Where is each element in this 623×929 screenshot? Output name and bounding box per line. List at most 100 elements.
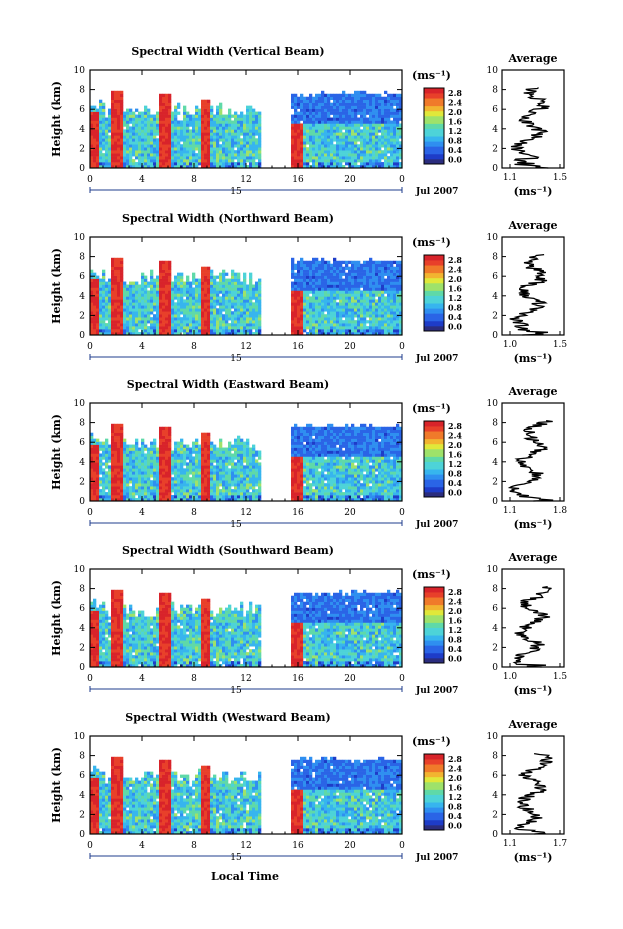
heatmap-cell: [345, 314, 349, 318]
heatmap-cell: [129, 144, 133, 148]
heatmap-cell: [207, 308, 211, 312]
heatmap-cell: [333, 123, 337, 127]
heatmap-cell: [99, 165, 103, 169]
heatmap-cell: [198, 108, 202, 112]
heatmap-cell: [168, 323, 172, 327]
heatmap-cell: [120, 123, 124, 127]
heatmap-cell: [105, 281, 109, 285]
heatmap-cell: [123, 141, 127, 145]
heatmap-cell: [132, 480, 136, 484]
heatmap-cell: [234, 153, 238, 157]
x-tick-label: 16: [292, 342, 304, 352]
heatmap-cell: [213, 156, 217, 160]
heatmap-cell: [330, 293, 334, 297]
heatmap-cell: [186, 275, 190, 279]
heatmap-cell: [99, 150, 103, 154]
heatmap-cell: [201, 272, 205, 276]
heatmap-cell: [345, 102, 349, 106]
heatmap-cell: [201, 311, 205, 315]
heatmap-cell: [111, 492, 115, 496]
heatmap-cell: [315, 329, 319, 333]
heatmap-cell: [165, 123, 169, 127]
heatmap-cell: [117, 269, 121, 273]
heatmap-cell: [99, 284, 103, 288]
heatmap-cell: [354, 296, 358, 300]
heatmap-cell: [93, 474, 97, 478]
colorbar-segment: [424, 320, 444, 324]
heatmap-cell: [192, 114, 196, 118]
heatmap-cell: [294, 129, 298, 133]
heatmap-cell: [207, 126, 211, 130]
heatmap-cell: [366, 132, 370, 136]
heatmap-cell: [369, 114, 373, 118]
heatmap-cell: [333, 150, 337, 154]
heatmap-cell: [171, 284, 175, 288]
heatmap-cell: [396, 299, 400, 303]
heatmap-cell: [255, 156, 259, 160]
heatmap-cell: [141, 138, 145, 142]
heatmap-cell: [177, 138, 181, 142]
heatmap-cell: [114, 450, 118, 454]
heatmap-cell: [99, 302, 103, 306]
heatmap-cell: [159, 260, 163, 265]
heatmap-cell: [141, 480, 145, 484]
heatmap-cell: [231, 329, 235, 333]
heatmap-cell: [177, 314, 181, 318]
heatmap-cell: [306, 275, 310, 279]
heatmap-cell: [246, 111, 250, 115]
heatmap-cell: [324, 123, 328, 127]
heatmap-cell: [336, 314, 340, 318]
heatmap-cell: [111, 129, 115, 133]
heatmap-cell: [165, 147, 169, 151]
heatmap-cell: [153, 483, 157, 487]
heatmap-cell: [93, 156, 97, 160]
heatmap-cell: [348, 120, 352, 124]
heatmap-cell: [201, 302, 205, 306]
heatmap-cell: [219, 147, 223, 151]
heatmap-cell: [318, 266, 322, 270]
heatmap-cell: [165, 323, 169, 327]
heatmap-cell: [117, 102, 121, 106]
heatmap-cell: [375, 129, 379, 133]
heatmap-cell: [174, 465, 178, 469]
heatmap-cell: [345, 99, 349, 103]
heatmap-cell: [312, 263, 316, 267]
heatmap-cell: [171, 308, 175, 312]
heatmap-cell: [144, 480, 148, 484]
heatmap-cell: [213, 147, 217, 151]
heatmap-cell: [339, 165, 343, 169]
heatmap-cell: [159, 456, 163, 460]
heatmap-cell: [90, 441, 94, 445]
heatmap-cell: [318, 129, 322, 133]
heatmap-cell: [126, 468, 130, 472]
heatmap-cell: [327, 293, 331, 297]
heatmap-cell: [333, 159, 337, 163]
heatmap-cell: [174, 293, 178, 297]
heatmap-cell: [366, 329, 370, 333]
heatmap-cell: [171, 477, 175, 481]
heatmap-cell: [375, 135, 379, 139]
heatmap-cell: [117, 332, 121, 336]
heatmap-cell: [168, 308, 172, 312]
heatmap-cell: [249, 135, 253, 139]
heatmap-cell: [357, 132, 361, 136]
colorbar-tick-label: 2.4: [448, 97, 462, 107]
heatmap-cell: [396, 123, 400, 127]
heatmap-cell: [360, 93, 364, 98]
heatmap-cell: [135, 302, 139, 306]
heatmap-cell: [387, 299, 391, 303]
heatmap-cell: [90, 474, 94, 478]
heatmap-cell: [123, 320, 127, 324]
heatmap-cell: [174, 296, 178, 300]
heatmap-cell: [210, 281, 214, 285]
heatmap-cell: [126, 290, 130, 294]
heatmap-cell: [132, 465, 136, 469]
heatmap-cell: [123, 329, 127, 333]
heatmap-cell: [330, 275, 334, 279]
heatmap-cell: [204, 99, 208, 103]
heatmap-cell: [111, 423, 115, 428]
heatmap-cell: [384, 90, 388, 95]
heatmap-cell: [174, 105, 178, 109]
heatmap-cell: [252, 147, 256, 151]
heatmap-cell: [393, 287, 397, 291]
